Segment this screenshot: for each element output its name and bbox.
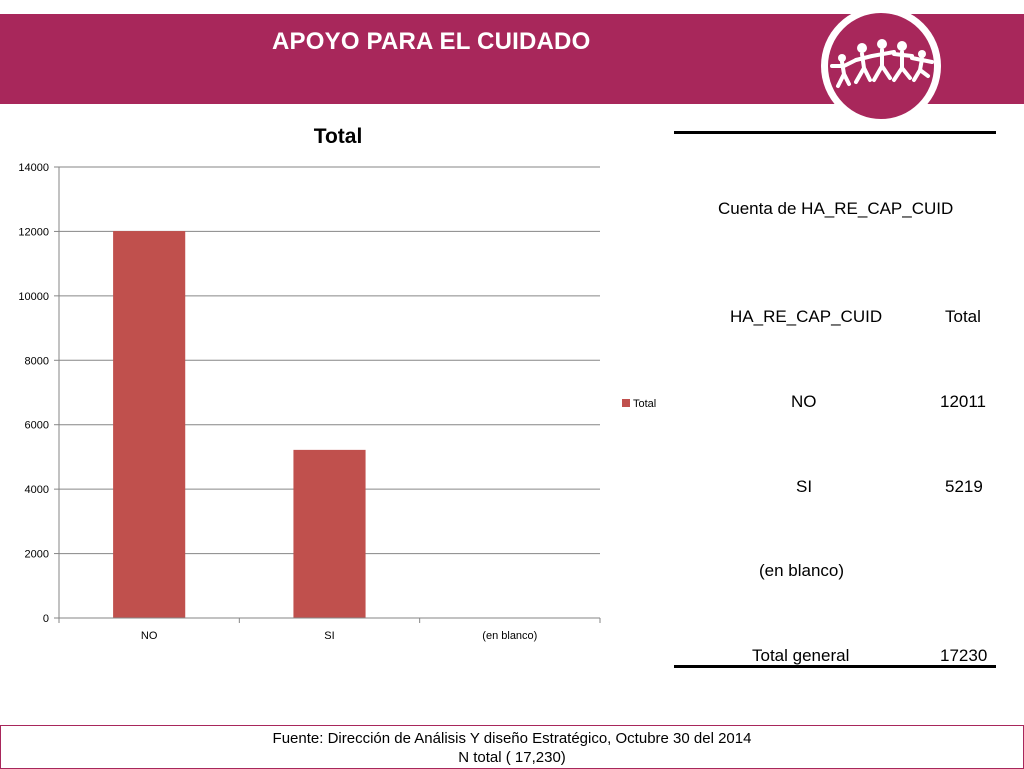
chart-title: Total (314, 125, 363, 148)
table-header-total: Total (945, 307, 981, 326)
legend-label: Total (633, 398, 656, 410)
table-header-field: HA_RE_CAP_CUID (730, 307, 883, 326)
table-total-value: 17230 (940, 646, 988, 665)
table-bottom-rule (674, 665, 996, 668)
table-row-value: 12011 (940, 392, 987, 411)
people-holding-hands-logo (814, 4, 948, 128)
y-tick-label: 14000 (18, 162, 49, 174)
y-tick-label: 8000 (25, 355, 49, 367)
legend-swatch (622, 399, 630, 407)
y-tick-label: 0 (43, 613, 49, 625)
table-row-label: NO (791, 392, 817, 411)
table-row-label: (en blanco) (759, 561, 845, 580)
y-tick-label: 6000 (25, 420, 49, 432)
bar-chart: Total 0 2000 4000 6000 8000 10000 12000 14000 NO… (18, 125, 656, 642)
table-total-label: Total general (752, 646, 850, 665)
table-row-label: SI (796, 477, 813, 496)
x-tick-label: SI (324, 630, 334, 642)
table-row-value: 5219 (945, 477, 983, 496)
x-tick-label: NO (141, 630, 158, 642)
y-tick-label: 12000 (18, 226, 49, 238)
page-title: APOYO PARA EL CUIDADO (272, 28, 591, 55)
y-tick-label: 2000 (25, 549, 49, 561)
footer-n-total: N total ( 17,230) (458, 749, 566, 766)
bar (113, 231, 186, 618)
table-caption: Cuenta de HA_RE_CAP_CUID (718, 199, 954, 218)
y-tick-label: 10000 (18, 291, 49, 303)
table-top-rule (674, 131, 996, 134)
footer-source: Fuente: Dirección de Análisis Y diseño E… (272, 730, 752, 747)
bar (293, 449, 366, 618)
x-tick-label: (en blanco) (482, 630, 537, 642)
y-tick-label: 4000 (25, 484, 49, 496)
